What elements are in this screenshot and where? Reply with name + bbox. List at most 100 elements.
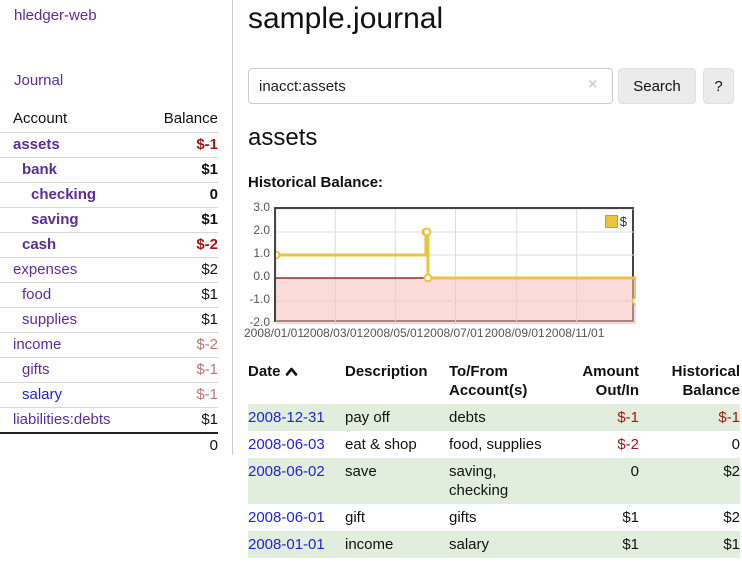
account-row: cash $-2 (0, 232, 218, 257)
search-form: × Search ? (248, 68, 740, 104)
accounts-total: 0 (0, 432, 218, 458)
account-column-header: To/From Account(s) (449, 363, 528, 399)
transactions-header-row: Date Description To/From Account(s) Amou… (248, 360, 740, 404)
accounts-cell: salary (449, 531, 572, 558)
x-axis-tick-label: 2008/05/01 (363, 326, 424, 340)
account-link[interactable]: saving (31, 211, 79, 228)
account-balance: $2 (201, 261, 218, 278)
date-cell: 2008-12-31 (248, 404, 345, 431)
description-cell: pay off (345, 404, 449, 431)
transaction-date-link[interactable]: 2008-01-01 (248, 536, 325, 553)
account-balance: $-2 (196, 236, 218, 253)
amount-cell: $1 (622, 509, 639, 526)
account-link[interactable]: supplies (22, 311, 78, 328)
date-column-header[interactable]: Date (248, 360, 345, 404)
chart-canvas (276, 209, 636, 324)
account-row: gifts $-1 (0, 357, 218, 382)
transaction-row: 2008-06-02 save saving, checking 0 $2 (248, 458, 740, 504)
search-input[interactable] (248, 68, 613, 104)
amount-column-header: Amount Out/In (582, 363, 639, 399)
account-balance: $-1 (196, 136, 218, 153)
series-swatch-icon (604, 215, 618, 228)
search-button[interactable]: Search (618, 68, 696, 104)
transaction-row: 2008-06-03 eat & shop food, supplies $-2 0 (248, 431, 740, 458)
balance-cell: $1 (639, 531, 740, 558)
account-balance: $1 (201, 161, 218, 178)
description-cell: gift (345, 509, 366, 526)
date-cell: 2008-01-01 (248, 531, 345, 558)
account-balance: $1 (201, 286, 218, 303)
page-title: sample.journal (248, 2, 444, 35)
balance-column-header: Balance (163, 110, 218, 127)
accounts-cell: food, supplies (449, 436, 542, 453)
date-cell: 2008-06-01 (248, 504, 345, 531)
transaction-date-link[interactable]: 2008-06-03 (248, 436, 325, 453)
help-button[interactable]: ? (703, 68, 734, 104)
date-cell: 2008-06-03 (248, 431, 345, 458)
description-column-header: Description (345, 363, 428, 380)
y-axis-tick-label: -2.0 (249, 315, 270, 329)
clear-search-icon[interactable]: × (588, 76, 598, 93)
accounts-rows: assets $-1 bank $1 checking 0 saving $1 cash $-2 e… (0, 132, 218, 432)
account-row: supplies $1 (0, 307, 218, 332)
amount-cell: $-2 (617, 436, 639, 453)
balance-cell: 0 (731, 436, 740, 453)
accounts-table-header: Account Balance (0, 107, 218, 132)
account-link[interactable]: expenses (13, 261, 78, 278)
account-row: saving $1 (0, 207, 218, 232)
accounts-cell: debts (449, 404, 572, 431)
account-link[interactable]: salary (22, 386, 63, 403)
account-row: checking 0 (0, 182, 218, 207)
account-link[interactable]: income (13, 336, 62, 353)
account-link[interactable]: food (22, 286, 52, 303)
sidebar: hledger-web Journal Account Balance asse… (0, 0, 233, 455)
y-axis-tick-label: 0.0 (253, 269, 270, 283)
balance-cell: $2 (639, 458, 740, 504)
transaction-row: 2008-06-01 gift gifts $1 $2 (248, 504, 740, 531)
transaction-row: 2008-01-01 income salary $1 $1 (248, 531, 740, 558)
account-link[interactable]: assets (13, 136, 60, 153)
balance-cell: $2 (723, 509, 740, 526)
account-link[interactable]: checking (31, 186, 97, 203)
account-balance: $1 (201, 311, 218, 328)
account-balance: $-2 (196, 336, 218, 353)
y-axis-tick-label: 1.0 (253, 246, 270, 260)
account-balance: $1 (201, 211, 218, 228)
account-row: salary $-1 (0, 382, 218, 407)
x-axis-tick-label: 2008/03/01 (303, 326, 364, 340)
amount-cell: $1 (572, 531, 639, 558)
balance-column-header: Historical Balance (671, 363, 740, 399)
y-axis-tick-label: -1.0 (249, 292, 270, 306)
account-link[interactable]: cash (22, 236, 57, 253)
app-title-link[interactable]: hledger-web (14, 7, 97, 24)
accounts-cell: saving, checking (449, 458, 572, 504)
balance-chart: $ (274, 207, 636, 324)
chart-title: Historical Balance: (248, 174, 384, 191)
transaction-date-link[interactable]: 2008-06-01 (248, 509, 325, 526)
y-axis-tick-label: 2.0 (253, 223, 270, 237)
accounts-table: Account Balance assets $-1 bank $1 checking 0… (0, 107, 218, 458)
account-link[interactable]: bank (22, 161, 58, 178)
date-cell: 2008-06-02 (248, 458, 345, 504)
x-axis-tick-label: 2008/07/01 (423, 326, 484, 340)
account-column-header: Account (13, 110, 68, 127)
x-axis-tick-label: 2008/01/01 (243, 326, 305, 340)
account-heading: assets (248, 124, 318, 151)
transaction-date-link[interactable]: 2008-12-31 (248, 409, 325, 426)
account-row: assets $-1 (0, 132, 218, 157)
date-header-label: Date (248, 363, 281, 380)
transaction-date-link[interactable]: 2008-06-02 (248, 463, 325, 480)
sidebar-item-journal[interactable]: Journal (14, 72, 64, 89)
account-balance: $-1 (196, 386, 218, 403)
x-axis-tick-label: 2008/09/01 (484, 326, 545, 340)
description-cell: save (345, 458, 449, 504)
account-row: income $-2 (0, 332, 218, 357)
balance-cell: $-1 (639, 404, 740, 431)
chart-legend: $ (604, 214, 627, 229)
account-row: food $1 (0, 282, 218, 307)
account-link[interactable]: gifts (22, 361, 50, 378)
sort-chevron-up-icon (285, 362, 298, 381)
account-row: expenses $2 (0, 257, 218, 282)
account-link[interactable]: liabilities:debts (13, 411, 111, 428)
